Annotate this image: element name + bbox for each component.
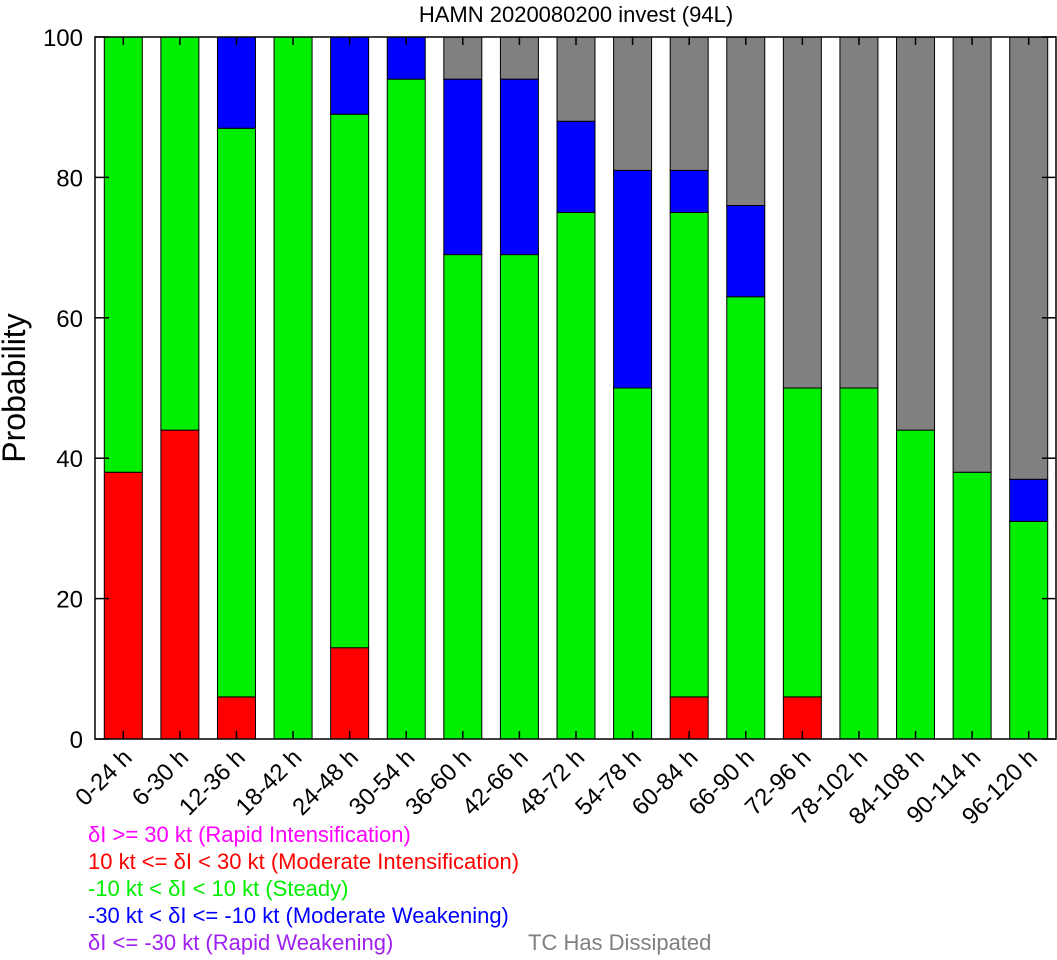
y-tick-label: 100 (43, 25, 83, 52)
bar-segment-steady-5 (386, 78, 426, 740)
bars-layer (103, 36, 1049, 740)
bar-segment-dissipated-9 (613, 36, 653, 171)
legend-entry: -30 kt < δI <= -10 kt (Moderate Weakenin… (88, 903, 509, 928)
bar-segment-steady-11 (726, 296, 766, 740)
bar-segment-dissipated-8 (556, 36, 596, 122)
bar-segment-steady-13 (839, 387, 879, 740)
y-tick-label: 80 (56, 165, 83, 192)
bar-segment-steady-10 (669, 212, 709, 698)
y-tick-label: 40 (56, 446, 83, 473)
bar-segment-steady-12 (782, 387, 822, 698)
bar-segment-mi-1 (160, 429, 200, 740)
bar-segment-mw-9 (613, 169, 653, 389)
x-tick-label: 0-24 h (70, 744, 137, 811)
bar-segment-steady-14 (896, 429, 936, 740)
legend-entry: δI >= 30 kt (Rapid Intensification) (88, 822, 411, 847)
bar-segment-mi-4 (330, 647, 370, 740)
bar-segment-steady-8 (556, 212, 596, 740)
bar-segment-mw-2 (216, 36, 256, 129)
bar-segment-mi-0 (103, 471, 143, 740)
bar-segment-steady-7 (499, 254, 539, 740)
bar-segment-steady-15 (952, 471, 992, 740)
y-tick-label: 0 (70, 727, 83, 754)
bar-segment-mw-8 (556, 120, 596, 213)
bar-segment-mw-4 (330, 36, 370, 115)
chart-title: HAMN 2020080200 invest (94L) (419, 2, 733, 27)
bar-segment-dissipated-14 (896, 36, 936, 431)
bar-segment-mw-16 (1009, 478, 1049, 522)
legend: δI >= 30 kt (Rapid Intensification)10 kt… (88, 822, 711, 955)
bar-segment-steady-3 (273, 36, 313, 740)
bar-segment-mw-10 (669, 169, 709, 214)
legend-entry: δI <= -30 kt (Rapid Weakening) (88, 930, 393, 955)
y-tick-label: 60 (56, 306, 83, 333)
legend-entry: TC Has Dissipated (528, 930, 711, 955)
bar-segment-steady-0 (103, 36, 143, 473)
bar-segment-mw-11 (726, 204, 766, 298)
bar-segment-dissipated-15 (952, 36, 992, 473)
bar-segment-mw-6 (443, 78, 483, 256)
bar-segment-dissipated-10 (669, 36, 709, 171)
bar-segment-dissipated-11 (726, 36, 766, 206)
bar-segment-steady-6 (443, 254, 483, 740)
bar-segment-mw-7 (499, 78, 539, 256)
bar-segment-steady-9 (613, 387, 653, 740)
legend-entry: -10 kt < δI < 10 kt (Steady) (88, 876, 348, 901)
bar-segment-steady-4 (330, 113, 370, 649)
bar-segment-steady-1 (160, 36, 200, 431)
bar-segment-steady-2 (216, 127, 256, 698)
y-axis-title: Probability (0, 313, 32, 462)
bar-segment-dissipated-12 (782, 36, 822, 389)
bar-segment-dissipated-13 (839, 36, 879, 389)
y-tick-label: 20 (56, 587, 83, 614)
bar-segment-dissipated-16 (1009, 36, 1049, 480)
legend-entry: 10 kt <= δI < 30 kt (Moderate Intensific… (88, 849, 519, 874)
bar-segment-dissipated-7 (499, 36, 539, 80)
bar-segment-steady-16 (1009, 520, 1049, 740)
